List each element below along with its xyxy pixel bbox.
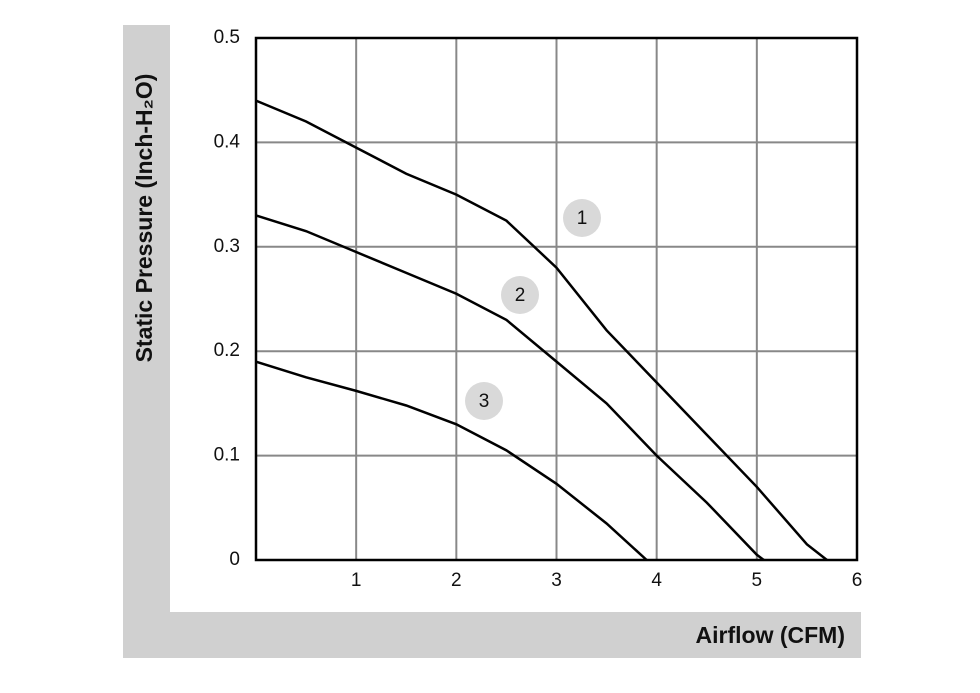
x-tick-label: 1	[351, 570, 362, 591]
y-tick-label: 0.4	[214, 131, 241, 152]
x-tick-label: 6	[852, 570, 863, 591]
y-tick-label: 0	[229, 549, 240, 570]
x-axis-title: Airflow (CFM)	[696, 622, 845, 648]
axis-band-bottom	[123, 612, 861, 658]
curve	[255, 99, 828, 561]
y-tick-label: 0.1	[214, 445, 240, 466]
y-tick-label: 0.5	[214, 27, 240, 48]
curve-label-badge	[563, 199, 601, 237]
plot-frame	[254, 36, 859, 562]
curve-label: 3	[479, 391, 490, 412]
axis-band-left	[123, 25, 170, 658]
y-tick-label: 0.2	[214, 340, 240, 361]
y-tick-label: 0.3	[214, 236, 240, 257]
x-tick-label: 3	[551, 570, 562, 591]
curve	[255, 214, 765, 562]
x-tick-label: 4	[651, 570, 662, 591]
curve-label-badge	[501, 276, 539, 314]
y-axis-title: Static Pressure (Inch-H₂O)	[131, 74, 157, 363]
x-tick-label: 2	[451, 570, 462, 591]
curve-label: 2	[515, 285, 526, 306]
x-tick-label: 5	[752, 570, 763, 591]
curve	[255, 360, 648, 561]
curve-label-badge	[465, 382, 503, 420]
curve-label: 1	[577, 208, 588, 229]
